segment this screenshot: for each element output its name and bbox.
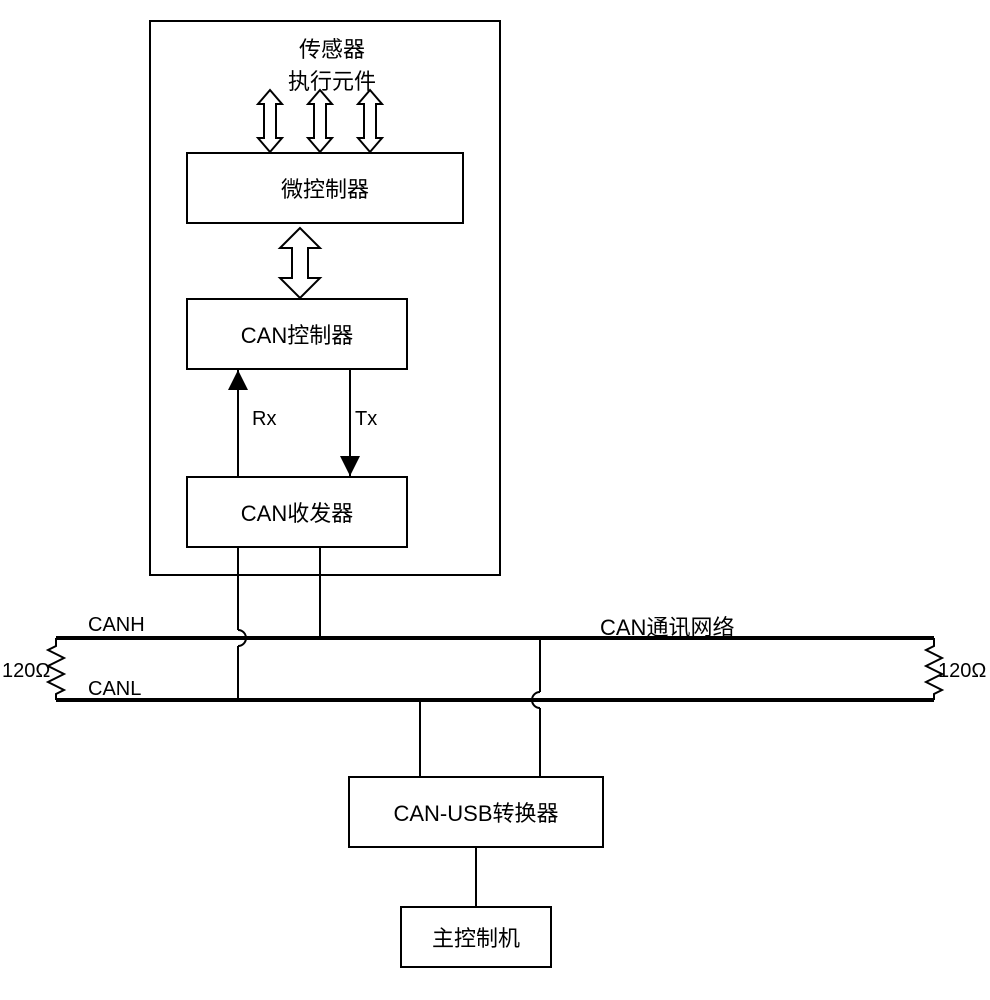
can-usb-converter-box: CAN-USB转换器 bbox=[348, 776, 604, 848]
bus-to-converter-hop bbox=[532, 692, 540, 708]
main-controller-box: 主控制机 bbox=[400, 906, 552, 968]
can-controller-label: CAN控制器 bbox=[241, 318, 353, 350]
can-network-label: CAN通讯网络 bbox=[600, 610, 734, 642]
can-usb-converter-label: CAN-USB转换器 bbox=[393, 796, 558, 828]
canh-label: CANH bbox=[88, 614, 145, 637]
resistor-left-icon bbox=[48, 638, 64, 700]
microcontroller-label: 微控制器 bbox=[281, 172, 369, 204]
microcontroller-box: 微控制器 bbox=[186, 152, 464, 224]
rx-label: Rx bbox=[252, 408, 276, 431]
resistor-right-label: 120Ω bbox=[938, 660, 986, 683]
main-controller-label: 主控制机 bbox=[432, 921, 520, 953]
resistor-left-label: 120Ω bbox=[2, 660, 50, 683]
sensor-actuator-label: 传感器 执行元件 bbox=[282, 32, 382, 96]
can-transceiver-box: CAN收发器 bbox=[186, 476, 408, 548]
can-transceiver-label: CAN收发器 bbox=[241, 496, 353, 528]
transceiver-hop-1 bbox=[238, 630, 246, 646]
can-controller-box: CAN控制器 bbox=[186, 298, 408, 370]
tx-label: Tx bbox=[355, 408, 377, 431]
canl-label: CANL bbox=[88, 678, 141, 701]
can-bus-diagram: 传感器 执行元件 微控制器 CAN控制器 CAN收发器 Rx Tx CANH C… bbox=[0, 0, 990, 1000]
